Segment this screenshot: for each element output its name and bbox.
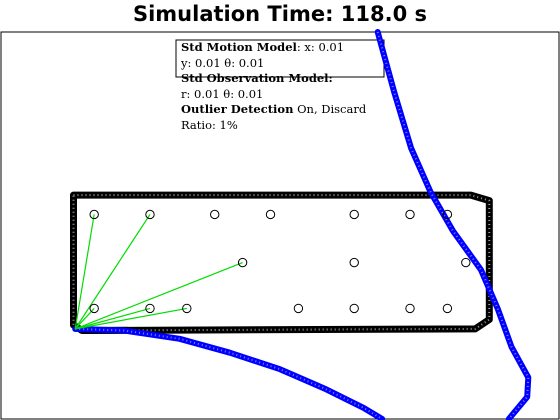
observation-model-label: Std Observation Model: <box>181 71 333 85</box>
landmark-marker-4 <box>265 209 276 220</box>
observation-line-3 <box>74 261 243 330</box>
landmark-marker-17 <box>442 303 453 314</box>
observation-model-values: r: 0.01 θ: 0.01 <box>181 86 264 101</box>
chart-title: Simulation Time: 118.0 s <box>132 2 428 26</box>
landmark-marker-3 <box>210 209 220 220</box>
landmark-marker-10 <box>461 257 471 268</box>
landmark-marker-13 <box>182 303 192 314</box>
landmark-marker-12 <box>145 303 155 314</box>
true-trajectory-path <box>70 191 493 334</box>
motion-model-label: Std Motion Model <box>181 40 297 54</box>
landmark-marker-8 <box>237 257 248 268</box>
estimated-trajectory-1 <box>374 29 532 420</box>
landmark-marker-5 <box>349 209 359 220</box>
landmark-marker-9 <box>349 257 359 268</box>
landmark-marker-6 <box>405 209 415 220</box>
estimated-trajectory-2 <box>72 325 386 420</box>
motion-model-x: : x: 0.01 <box>296 40 345 54</box>
outlier-ratio: Ratio: 1% <box>181 117 238 132</box>
landmark-marker-7 <box>442 209 453 220</box>
outlier-detection-label: Outlier Detection <box>181 102 294 116</box>
outlier-detection-state: On, Discard <box>293 102 367 116</box>
landmark-marker-11 <box>89 303 99 314</box>
motion-model-y-theta: y: 0.01 θ: 0.01 <box>181 55 265 70</box>
observation-line-6 <box>75 307 187 330</box>
estimated-trajectory-texture-2 <box>75 327 383 420</box>
observation-line-5 <box>75 307 151 330</box>
legend-box <box>175 39 385 78</box>
parameter-annotation: Std Motion Model: x: 0.01 y: 0.01 θ: 0.0… <box>181 40 401 133</box>
true-trajectory-texture <box>72 194 491 332</box>
observation-line-1 <box>74 214 95 329</box>
axes-frame <box>0 31 560 420</box>
landmark-marker-16 <box>405 303 415 314</box>
landmark-marker-2 <box>145 209 155 220</box>
landmark-marker-14 <box>293 303 304 314</box>
observation-line-2 <box>74 214 151 330</box>
landmark-marker-1 <box>89 209 99 220</box>
landmark-marker-15 <box>349 303 359 314</box>
